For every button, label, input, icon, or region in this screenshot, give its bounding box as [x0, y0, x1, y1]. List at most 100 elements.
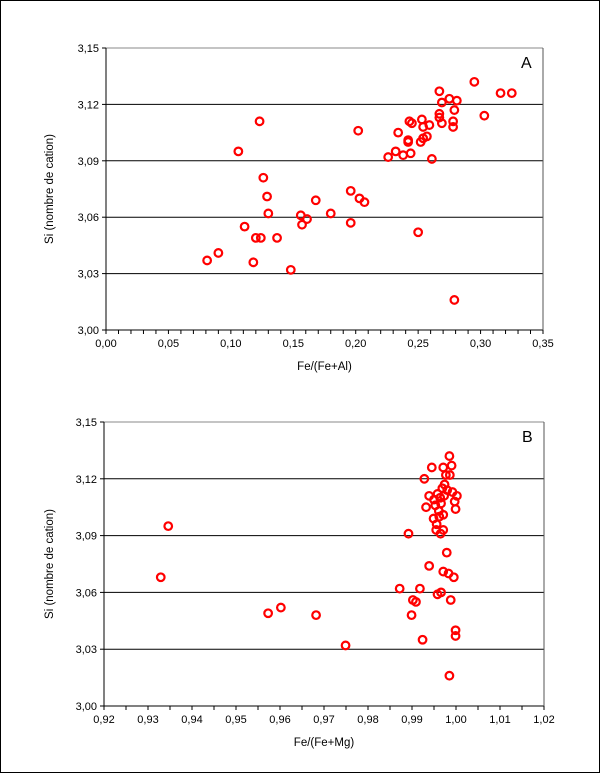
x-tick-label: 0,93 [137, 714, 158, 726]
panel-label: A [521, 55, 532, 72]
data-point [390, 146, 401, 157]
data-point [393, 127, 404, 138]
data-point [394, 583, 405, 594]
data-point [213, 248, 224, 258]
data-point [248, 257, 259, 268]
data-point [451, 95, 462, 106]
y-tick-label: 3,15 [76, 417, 97, 429]
y-tick-label: 3,09 [78, 156, 99, 168]
data-point [436, 97, 447, 108]
x-tick-label: 1,00 [445, 714, 466, 726]
data-point [413, 227, 424, 238]
data-point [254, 116, 265, 127]
data-point [440, 470, 451, 480]
data-point [421, 131, 432, 142]
data-point [202, 255, 213, 266]
x-tick-label: 0,96 [269, 714, 290, 726]
data-point [419, 473, 430, 484]
data-point [415, 583, 425, 594]
data-point [426, 462, 437, 473]
data-point [407, 118, 417, 129]
data-point [435, 528, 446, 539]
x-tick-label: 0,05 [158, 338, 179, 350]
data-point [436, 587, 446, 598]
data-point [340, 640, 351, 651]
data-point [434, 511, 445, 522]
x-tick-label: 0,99 [401, 714, 422, 726]
data-point [416, 114, 427, 125]
x-tick-label: 0,98 [357, 714, 378, 726]
y-tick-label: 3,03 [78, 269, 99, 281]
data-point [155, 572, 166, 583]
data-point [506, 88, 517, 99]
data-point [406, 610, 417, 621]
data-point [444, 670, 455, 681]
data-point [430, 500, 441, 511]
y-tick-label: 3,09 [76, 531, 97, 543]
x-tick-label: 0,95 [225, 714, 246, 726]
data-point [444, 470, 455, 480]
data-point [441, 547, 452, 558]
x-tick-label: 0,25 [407, 338, 428, 350]
x-tick-label: 0,92 [93, 714, 114, 726]
data-point [302, 214, 312, 224]
data-point [436, 118, 447, 129]
x-tick-label: 0,94 [181, 714, 202, 726]
data-point [438, 462, 449, 473]
data-point [450, 504, 461, 514]
data-point [411, 596, 421, 607]
data-point [450, 631, 461, 641]
data-point [448, 116, 459, 127]
x-tick-label: 0,35 [532, 338, 553, 350]
data-point [449, 295, 460, 305]
data-point [450, 625, 461, 636]
data-point [445, 595, 456, 605]
panel-label: B [522, 429, 533, 446]
data-point [272, 232, 282, 243]
data-point [438, 566, 449, 577]
data-point [426, 154, 437, 164]
data-point [448, 122, 459, 132]
x-axis-title: Fe/(Fe+Al) [297, 361, 352, 373]
data-point [258, 172, 269, 183]
data-point [255, 232, 266, 243]
x-tick-label: 0,30 [470, 338, 491, 350]
x-axis-title: Fe/(Fe+Mg) [294, 737, 355, 749]
data-point [403, 528, 414, 539]
data-point [311, 610, 321, 621]
data-point [434, 108, 445, 119]
data-point [432, 489, 443, 499]
data-point [275, 602, 286, 613]
data-point [233, 146, 244, 157]
data-point [448, 572, 459, 583]
data-point [239, 221, 250, 232]
data-point [310, 195, 321, 206]
y-tick-label: 3,00 [78, 325, 99, 337]
data-point [444, 451, 455, 461]
x-tick-label: 0,97 [313, 714, 334, 726]
data-point [495, 88, 506, 99]
data-point [421, 502, 431, 513]
data-point [449, 105, 460, 115]
x-tick-label: 0,10 [220, 338, 241, 350]
data-point [479, 110, 490, 121]
data-point [345, 217, 356, 228]
y-tick-label: 3,15 [78, 43, 99, 55]
data-point [442, 485, 453, 496]
y-tick-label: 3,06 [78, 212, 99, 224]
data-point [417, 634, 428, 645]
data-point [250, 232, 261, 243]
data-point [405, 148, 416, 159]
data-point [383, 152, 394, 162]
data-point [424, 560, 435, 571]
x-tick-label: 1,01 [489, 714, 510, 726]
x-tick-label: 0,15 [283, 338, 304, 350]
y-axis-title: Si (nombre de cation) [44, 134, 56, 244]
y-tick-label: 3,12 [78, 99, 99, 111]
x-tick-label: 1,02 [533, 714, 554, 726]
data-point [297, 219, 307, 230]
data-point [446, 460, 457, 471]
data-point [325, 208, 336, 219]
